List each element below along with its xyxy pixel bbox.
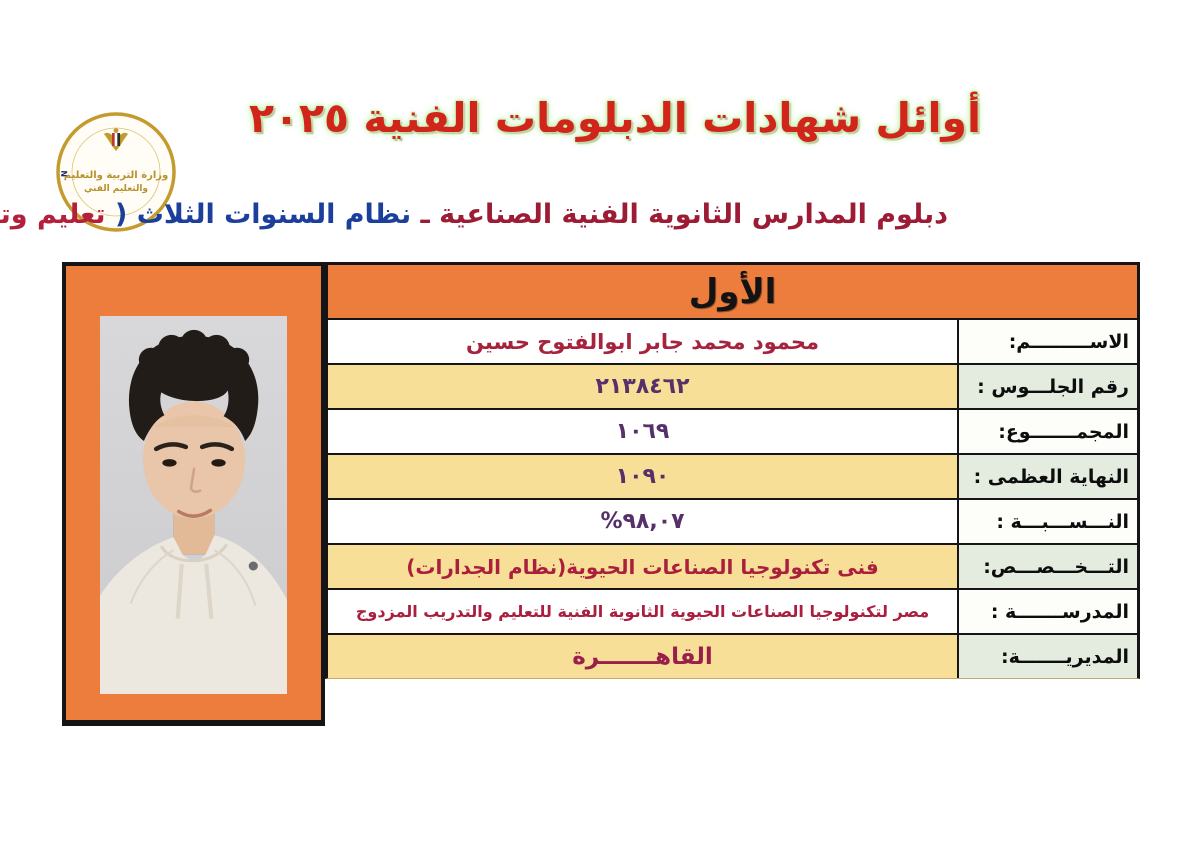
table-row: الاســـــــــم: محمود محمد جابر ابوالفتو… [328,318,1137,363]
row-label-name: الاســـــــــم: [957,320,1137,363]
subtitle-paren-text: تعليم وتدريب مزدوج [0,199,106,230]
subtitle-system: نظام السنوات الثلاث [136,199,412,230]
row-label-seat-number: رقم الجلـــوس : [957,365,1137,408]
row-value-name: محمود محمد جابر ابوالفتوح حسين [328,320,957,363]
table-row: النـــســـبـــة : %٩٨,٠٧ [328,498,1137,543]
ministry-logo: MINISTRY OF EDUCATION AND TECHNICAL EDUC… [50,103,178,234]
table-row: المدرســـــــة : مصر لتكنولوجيا الصناعات… [328,588,1137,633]
ministry-seal-icon: MINISTRY OF EDUCATION AND TECHNICAL EDUC… [50,103,176,232]
row-value-specialization: فنى تكنولوجيا الصناعات الحيوية(نظام الجد… [328,545,957,588]
rank-header: الأول [328,265,1137,318]
row-value-seat-number: ٢١٣٨٤٦٢ [328,365,957,408]
row-value-maximum: ١٠٩٠ [328,455,957,498]
row-label-maximum: النهاية العظمى : [957,455,1137,498]
row-label-total: المجمـــــــوع: [957,410,1137,453]
row-value-directorate: القاهـــــــرة [328,635,957,678]
row-value-school: مصر لتكنولوجيا الصناعات الحيوية الثانوية… [328,590,957,633]
row-label-specialization: التـــخـــصـــص: [957,545,1137,588]
table-row: النهاية العظمى : ١٠٩٠ [328,453,1137,498]
table-row: رقم الجلـــوس : ٢١٣٨٤٦٢ [328,363,1137,408]
eagle-emblem-icon [104,128,128,151]
table-row: المديريـــــــة: القاهـــــــرة [328,633,1137,678]
row-label-school: المدرســـــــة : [957,590,1137,633]
subtitle-paren-open: ( [105,199,137,230]
table-row: المجمـــــــوع: ١٠٦٩ [328,408,1137,453]
row-label-percentage: النـــســـبـــة : [957,500,1137,543]
table-row: التـــخـــصـــص: فنى تكنولوجيا الصناعات … [328,543,1137,588]
page-subtitle: دبلوم المدارس الثانوية الفنية الصناعية ـ… [0,199,948,230]
subtitle-diploma: دبلوم المدارس الثانوية الفنية الصناعية ـ [411,199,949,230]
result-grid: الأول الاســـــــــم: محمود محمد جابر اب… [325,262,1140,679]
student-photo-cell [62,262,325,726]
row-value-percentage: %٩٨,٠٧ [328,500,957,543]
page-title: أوائل شهادات الدبلومات الفنية ٢٠٢٥ [248,94,982,142]
seal-arabic-line2: والتعليم الفني [84,184,148,194]
student-portrait [100,316,287,694]
seal-arabic-line1: وزارة التربية والتعليم [64,170,169,181]
row-value-total: ١٠٦٩ [328,410,957,453]
portrait-photo [100,316,287,694]
result-table: الأول الاســـــــــم: محمود محمد جابر اب… [62,262,1140,726]
row-label-directorate: المديريـــــــة: [957,635,1137,678]
